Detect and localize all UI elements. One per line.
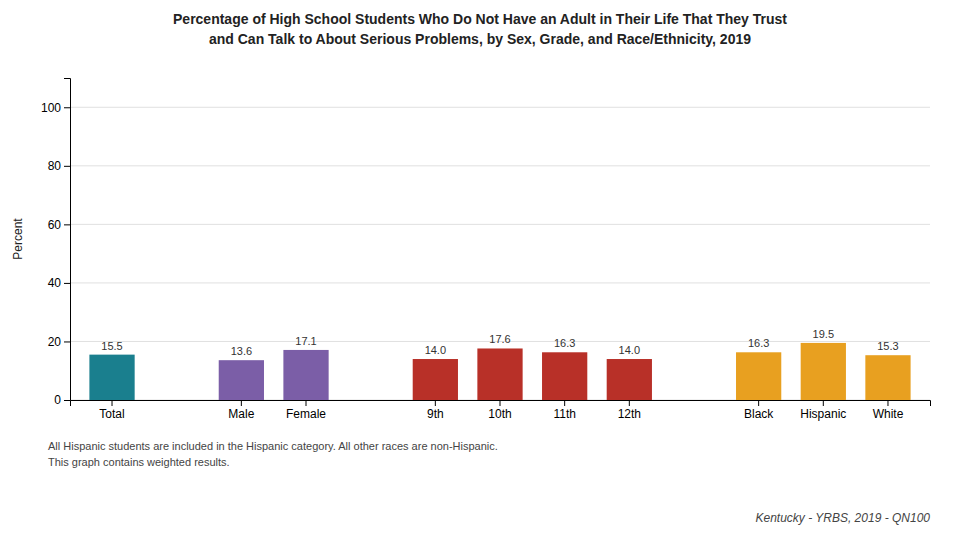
grid-line	[70, 224, 930, 225]
x-tick-mark	[112, 400, 113, 406]
data-label: 14.0	[425, 344, 446, 356]
bar	[865, 355, 910, 400]
bar	[736, 352, 781, 400]
y-tick: 0	[54, 393, 70, 407]
data-label: 19.5	[813, 328, 834, 340]
source: Kentucky - YRBS, 2019 - QN100	[755, 511, 930, 525]
footnote: This graph contains weighted results.	[48, 456, 230, 468]
y-tick-label: 60	[48, 218, 62, 232]
data-label: 13.6	[231, 345, 252, 357]
x-tick-mark	[306, 400, 307, 406]
x-tick-mark	[823, 400, 824, 406]
x-tick-label: 12th	[618, 407, 641, 421]
x-tick-label: Total	[99, 407, 124, 421]
data-label: 16.3	[748, 337, 769, 349]
data-label: 17.6	[489, 333, 510, 345]
y-tick-mark	[64, 166, 70, 167]
grid-line	[70, 165, 930, 166]
data-label: 15.5	[101, 340, 122, 352]
grid-line	[70, 282, 930, 283]
x-tick-mark	[435, 400, 436, 406]
x-tick: 12th	[618, 400, 641, 421]
x-tick: 9th	[427, 400, 444, 421]
y-tick-mark	[64, 224, 70, 225]
bar	[219, 360, 264, 400]
footnote: All Hispanic students are included in th…	[48, 440, 498, 452]
y-tick-label: 20	[48, 335, 62, 349]
x-axis: Total Male Female 9th 10th 11th 12th Black Hispa…	[71, 400, 931, 421]
data-label: 16.3	[554, 337, 575, 349]
x-tick-mark	[629, 400, 630, 406]
y-tick-label: 80	[48, 159, 62, 173]
x-tick-mark	[241, 400, 242, 406]
x-tick: White	[873, 400, 904, 421]
x-tick-mark	[887, 400, 888, 406]
y-tick: 40	[48, 276, 70, 290]
y-tick: 20	[48, 335, 70, 349]
plot: 15.5 13.6 17.1 14.0 17.6 16.3 14.0 16.3 19.5 15.3…	[41, 79, 931, 421]
x-tick-label: Female	[286, 407, 326, 421]
x-tick: 11th	[553, 400, 575, 421]
x-tick: Black	[744, 400, 774, 421]
x-tick-mark	[500, 400, 501, 406]
subtitle: and Can Talk to About Serious Problems, …	[209, 31, 751, 47]
x-tick-label: Male	[228, 407, 254, 421]
bar	[283, 350, 328, 400]
x-tick: 10th	[488, 400, 511, 421]
chart: Percentage of High School Students Who D…	[0, 0, 960, 540]
y-tick: 100	[41, 101, 70, 115]
data-labels: 15.5 13.6 17.1 14.0 17.6 16.3 14.0 16.3 19.5 15.3	[101, 328, 898, 357]
bar	[477, 348, 522, 400]
x-tick-label: 9th	[427, 407, 444, 421]
grid-line	[70, 107, 930, 108]
grid	[70, 107, 930, 400]
x-tick: Total	[99, 400, 124, 421]
x-tick-label: 11th	[553, 407, 575, 421]
y-axis-line	[64, 79, 71, 401]
y-tick-mark	[64, 400, 70, 401]
x-axis-line	[71, 401, 931, 407]
data-label: 14.0	[619, 344, 640, 356]
y-tick-mark	[64, 107, 70, 108]
x-tick-label: 10th	[488, 407, 511, 421]
data-label: 17.1	[295, 335, 316, 347]
x-tick: Female	[286, 400, 326, 421]
y-tick-label: 100	[41, 101, 61, 115]
x-tick-label: White	[873, 407, 904, 421]
y-tick: 80	[48, 159, 70, 173]
data-label: 15.3	[877, 340, 898, 352]
bar	[542, 352, 587, 400]
y-tick-label: 0	[54, 393, 61, 407]
bar	[801, 343, 846, 400]
y-tick-label: 40	[48, 276, 62, 290]
title: Percentage of High School Students Who D…	[173, 11, 787, 27]
x-tick-mark	[564, 400, 565, 406]
annotations: All Hispanic students are included in th…	[48, 440, 930, 525]
bar	[413, 359, 458, 400]
x-tick-label: Black	[744, 407, 774, 421]
x-tick-label: Hispanic	[800, 407, 846, 421]
y-tick: 60	[48, 218, 70, 232]
y-axis-title: Percent	[11, 218, 25, 260]
x-tick: Hispanic	[800, 400, 846, 421]
bars	[89, 343, 910, 400]
y-tick-mark	[64, 341, 70, 342]
bar	[89, 355, 134, 400]
y-axis: 0 20 40 60 80 100	[41, 79, 71, 408]
bar	[607, 359, 652, 400]
x-tick-mark	[758, 400, 759, 406]
y-tick-mark	[64, 283, 70, 284]
x-tick: Male	[228, 400, 254, 421]
